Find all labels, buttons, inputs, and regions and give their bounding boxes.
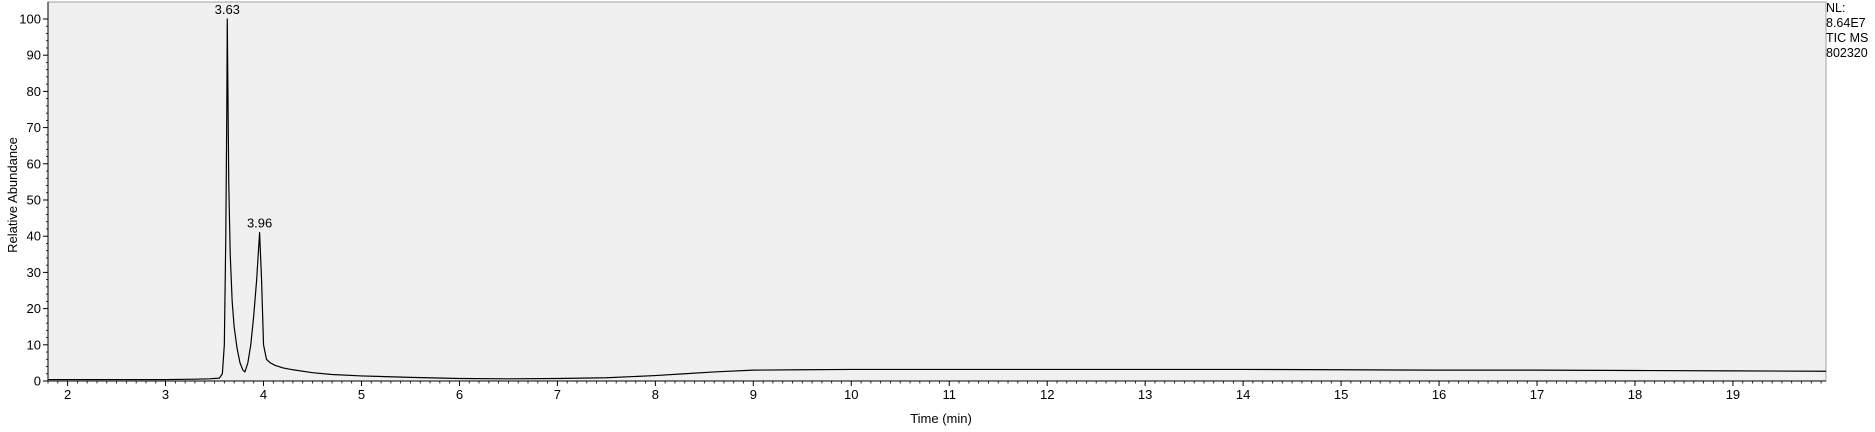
y-tick-label: 90	[27, 48, 41, 63]
y-tick-label: 40	[27, 229, 41, 244]
x-tick-label: 17	[1530, 387, 1544, 402]
x-tick-label: 6	[456, 387, 463, 402]
x-axis-label: Time (min)	[910, 411, 972, 426]
peak-label: 3.96	[247, 216, 272, 231]
x-tick-label: 18	[1628, 387, 1642, 402]
y-tick-label: 100	[19, 12, 41, 27]
x-tick-label: 15	[1334, 387, 1348, 402]
y-tick-label: 30	[27, 265, 41, 280]
plot-background	[47, 1, 1827, 382]
x-tick-label: 3	[162, 387, 169, 402]
x-tick-label: 4	[260, 387, 267, 402]
x-tick-label: 19	[1726, 387, 1740, 402]
y-tick-label: 70	[27, 120, 41, 135]
x-tick-label: 11	[942, 387, 956, 402]
y-tick-label: 0	[34, 374, 41, 389]
x-tick-label: 10	[844, 387, 858, 402]
labels: Relative Abundance Time (min)	[5, 137, 972, 426]
scan-type: TIC MS	[1826, 31, 1869, 45]
x-tick-label: 2	[64, 387, 71, 402]
peak-label: 3.63	[215, 2, 240, 17]
x-tick-label: 16	[1432, 387, 1446, 402]
x-tick-label: 9	[750, 387, 757, 402]
scan-info-box: NL: 8.64E7 TIC MS 802320	[1826, 1, 1868, 61]
y-tick-label: 60	[27, 156, 41, 171]
x-tick-label: 13	[1138, 387, 1152, 402]
y-tick-label: 20	[27, 301, 41, 316]
y-tick-label: 10	[27, 337, 41, 352]
x-tick-label: 12	[1040, 387, 1054, 402]
y-tick-label: 50	[27, 193, 41, 208]
nl-label: NL:	[1826, 1, 1846, 15]
nl-value: 8.64E7	[1826, 16, 1866, 30]
x-tick-label: 14	[1236, 387, 1250, 402]
x-tick-label: 8	[652, 387, 659, 402]
series-line-0	[48, 18, 1827, 381]
x-tick-label: 5	[358, 387, 365, 402]
sample-id: 802320	[1826, 46, 1868, 60]
axes: 0 10 20 30 40 50 60 70 80 90 100 2 3 4 5 6 7 8 9 10 11 12 13 14…	[19, 2, 1826, 402]
y-axis-label: Relative Abundance	[5, 137, 20, 253]
plot-area: 3.63 3.96	[47, 1, 1827, 382]
y-tick-label: 80	[27, 84, 41, 99]
x-tick-label: 7	[554, 387, 561, 402]
